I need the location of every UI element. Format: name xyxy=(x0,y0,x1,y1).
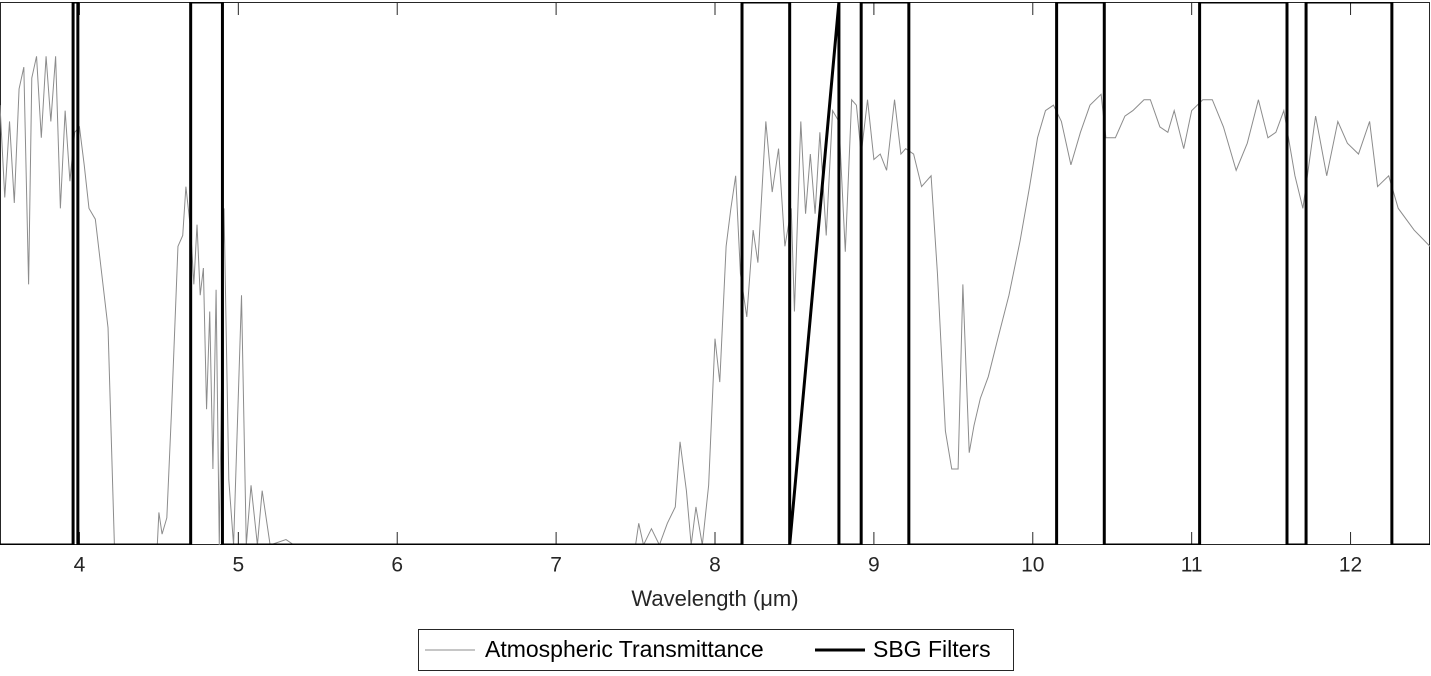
plot-area xyxy=(0,2,1430,545)
x-tick-label: 7 xyxy=(550,554,562,577)
x-tick-label: 8 xyxy=(709,554,721,577)
x-axis-label: Wavelength (μm) xyxy=(631,586,798,611)
series-line xyxy=(0,2,1430,545)
legend-label: SBG Filters xyxy=(873,636,991,662)
x-tick-label: 11 xyxy=(1181,554,1203,577)
x-tick-label: 10 xyxy=(1021,554,1044,577)
x-tick-label: 4 xyxy=(74,554,86,577)
series-line xyxy=(0,56,1430,545)
x-tick-label: 5 xyxy=(232,554,244,577)
x-tick-label: 12 xyxy=(1339,554,1362,577)
x-tick-label: 9 xyxy=(868,554,880,577)
plot-frame xyxy=(0,2,1430,545)
legend-box xyxy=(418,629,1014,671)
legend-label: Atmospheric Transmittance xyxy=(485,636,764,662)
x-tick-label: 6 xyxy=(391,554,403,577)
